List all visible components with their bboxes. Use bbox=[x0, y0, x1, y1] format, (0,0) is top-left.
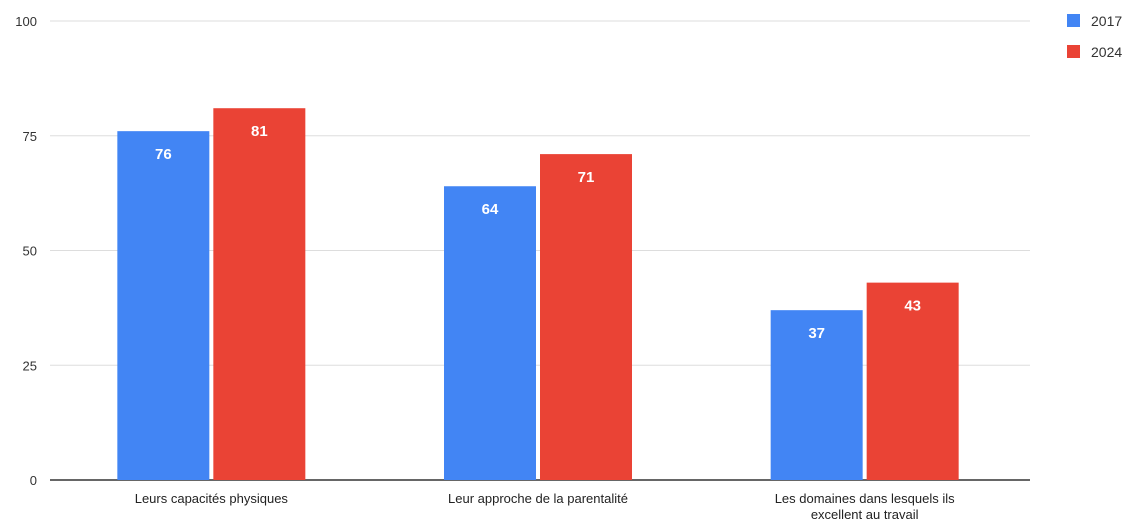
legend-swatch bbox=[1067, 14, 1080, 27]
category-label: Les domaines dans lesquels ils bbox=[775, 491, 955, 506]
data-label: 43 bbox=[904, 298, 921, 315]
data-label: 81 bbox=[251, 123, 268, 140]
y-axis-ticks: 0 25 50 75 100 bbox=[15, 14, 37, 488]
data-label: 71 bbox=[578, 169, 595, 186]
bar-2024-0 bbox=[213, 108, 306, 481]
bar-2017-2 bbox=[770, 310, 863, 480]
legend-label: 2017 bbox=[1091, 13, 1122, 29]
x-axis-labels: Leurs capacités physiques Leur approche d… bbox=[135, 491, 955, 522]
data-label: 37 bbox=[808, 325, 825, 342]
y-tick-label: 25 bbox=[23, 358, 37, 373]
category-label: Leurs capacités physiques bbox=[135, 491, 289, 506]
category-label: Leur approche de la parentalité bbox=[448, 491, 628, 506]
legend: 2017 2024 bbox=[1067, 13, 1122, 60]
y-tick-label: 0 bbox=[30, 473, 37, 488]
y-tick-label: 50 bbox=[23, 244, 37, 259]
y-tick-label: 100 bbox=[15, 14, 37, 29]
category-label: excellent au travail bbox=[811, 507, 919, 522]
bar-2017-0 bbox=[117, 131, 210, 480]
data-label: 64 bbox=[482, 201, 499, 218]
bar-2017-1 bbox=[444, 186, 536, 481]
y-tick-label: 75 bbox=[23, 129, 37, 144]
legend-swatch bbox=[1067, 45, 1080, 58]
bar-2024-2 bbox=[866, 282, 959, 480]
data-label: 76 bbox=[155, 146, 172, 163]
data-labels: 76 81 64 71 37 43 bbox=[155, 123, 921, 342]
bar-2024-1 bbox=[540, 154, 632, 481]
legend-label: 2024 bbox=[1091, 44, 1122, 60]
bars bbox=[117, 108, 959, 481]
